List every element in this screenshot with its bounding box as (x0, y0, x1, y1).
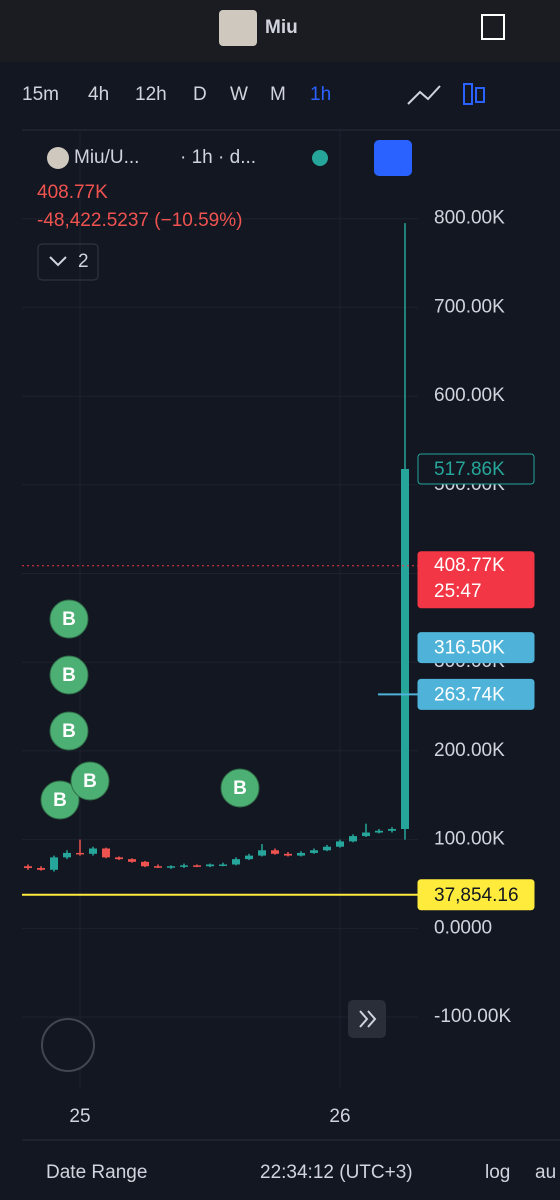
candle-body (115, 857, 123, 860)
candle-body (362, 832, 370, 837)
logo (41, 1018, 95, 1072)
y-tick-label: 100.00K (434, 829, 505, 850)
candle-body (258, 850, 266, 856)
interval-button[interactable]: M (270, 84, 286, 105)
candle-body (310, 850, 318, 853)
price-label-box (417, 632, 535, 664)
y-tick-label: -100.00K (434, 1006, 511, 1027)
indicator-toggle[interactable] (37, 243, 99, 281)
candle-body (76, 852, 84, 855)
auto-toggle[interactable]: au (535, 1162, 556, 1183)
trade-marker-label: B (62, 609, 76, 630)
candle-body (245, 855, 253, 860)
candle-body (193, 865, 201, 867)
candle-body (219, 864, 227, 866)
candle-body (89, 848, 97, 854)
price-label: 263.74K (434, 684, 505, 705)
y-tick-label: 200.00K (434, 740, 505, 761)
trade-marker (70, 761, 110, 801)
candle-body (271, 850, 279, 854)
candle-type-icon (475, 87, 485, 103)
price-label: 517.86K (434, 459, 505, 480)
toolbar (0, 66, 560, 124)
candle-body (401, 468, 409, 829)
candle-body (323, 846, 331, 851)
price-label: 316.50K (434, 638, 505, 659)
symbol: Miu/U... (74, 147, 139, 168)
log-toggle[interactable]: log (485, 1162, 510, 1183)
line-type-icon[interactable] (407, 85, 441, 105)
trade-marker-label: B (62, 721, 76, 742)
share-icon[interactable] (481, 14, 505, 40)
candle-body (37, 868, 45, 870)
y-tick-label: 800.00K (434, 208, 505, 229)
trade-marker (49, 655, 89, 695)
price-change: -48,422.5237 (−10.59%) (37, 210, 242, 231)
top-bar (0, 0, 560, 62)
candle-body (284, 853, 292, 856)
date-range[interactable]: Date Range (46, 1162, 147, 1183)
interval-button[interactable]: D (193, 84, 207, 105)
candle-body (50, 857, 58, 870)
scroll-icon (359, 1010, 377, 1028)
candle-body (375, 830, 383, 833)
candle-body (167, 866, 175, 868)
last-price: 408.77K (37, 182, 108, 203)
candle-body (388, 828, 396, 831)
y-tick-label: 0.0000 (434, 917, 492, 938)
trade-marker-label: B (53, 790, 67, 811)
status-dot (312, 150, 328, 166)
time: 22:34:12 (UTC+3) (260, 1162, 413, 1183)
candle-body (232, 859, 240, 865)
interval-button[interactable]: W (230, 84, 248, 105)
candle-body (141, 861, 149, 867)
price-label-box (417, 678, 535, 710)
price-label-box (417, 879, 535, 911)
trade-marker (40, 780, 80, 820)
price-label-box (417, 551, 535, 609)
indicator-count: 2 (78, 251, 89, 272)
countdown: 25:47 (434, 581, 482, 602)
y-tick-label: 600.00K (434, 385, 505, 406)
y-tick-label: 700.00K (434, 296, 505, 317)
price-label-box (417, 453, 535, 485)
price-label: 408.77K (434, 555, 505, 576)
trade-marker (49, 599, 89, 639)
candle-body (349, 836, 357, 842)
price-label: 37,854.16 (434, 885, 519, 906)
trade-marker-label: B (83, 771, 97, 792)
candle-body (297, 852, 305, 856)
avatar (219, 10, 257, 46)
candle-body (154, 866, 162, 868)
trade-marker-label: B (233, 778, 247, 799)
candle-body (102, 848, 110, 858)
candle-body (24, 866, 32, 869)
x-tick-label: 26 (329, 1106, 350, 1127)
interval: · 1h · d... (180, 147, 256, 168)
candle-body (180, 865, 188, 867)
interval-button[interactable]: 4h (88, 84, 109, 105)
chevron (49, 256, 67, 267)
trade-marker (49, 711, 89, 751)
candle-type-icon[interactable] (463, 83, 473, 105)
interval-button[interactable]: 12h (135, 84, 167, 105)
interval-button[interactable]: 15m (22, 84, 59, 105)
trade-marker-label: B (62, 665, 76, 686)
header-title: Miu (265, 17, 298, 38)
candle-body (206, 864, 214, 867)
candle-body (128, 859, 136, 862)
symbol-icon (47, 147, 69, 169)
interval-button[interactable]: 1h (310, 84, 331, 105)
candle-body (63, 852, 71, 858)
x-tick-label: 25 (69, 1106, 90, 1127)
trade-marker (220, 768, 260, 808)
fullscreen-button[interactable] (374, 140, 412, 176)
candle-body (336, 841, 344, 847)
